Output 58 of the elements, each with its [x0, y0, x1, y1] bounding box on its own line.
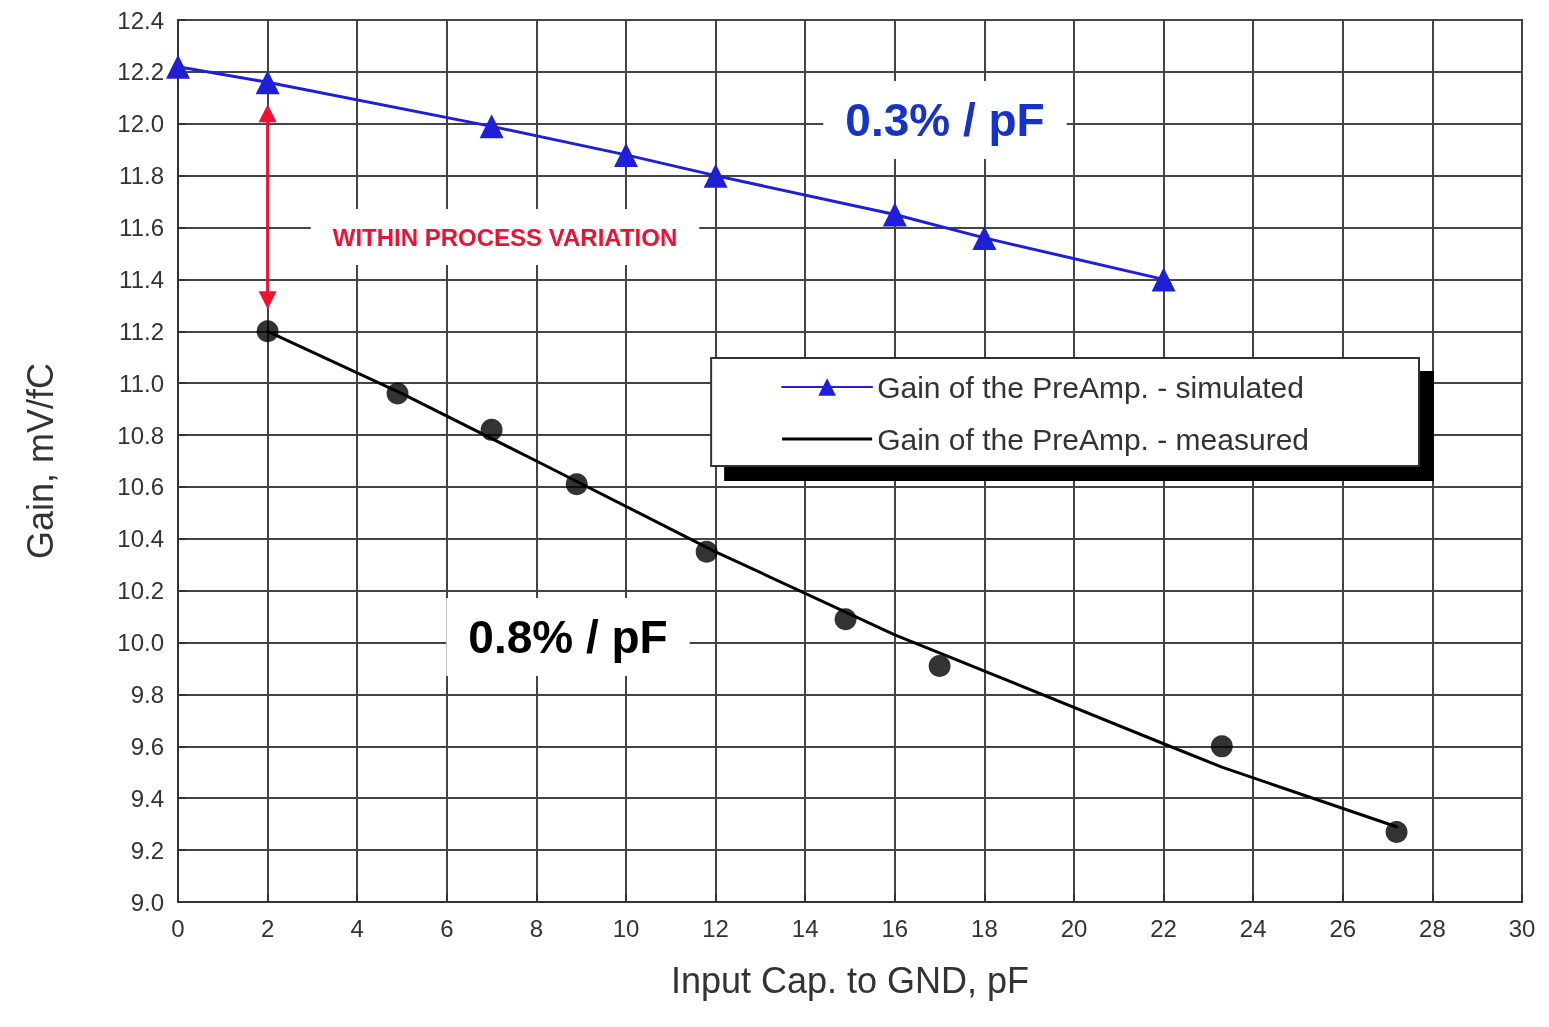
x-tick-label: 2 — [260, 914, 275, 942]
point — [166, 54, 190, 79]
y-tick-label: 12.4 — [117, 6, 164, 34]
annotation: 0.3% / pF — [845, 94, 1045, 146]
point — [479, 114, 504, 139]
y-tick-label: 10.8 — [117, 421, 164, 449]
x-tick-label: 30 — [1508, 914, 1536, 942]
y-tick-label: 9.6 — [130, 732, 164, 760]
point — [255, 70, 280, 95]
y-axis-title: Gain, mV/fC — [19, 362, 61, 560]
y-tick-label: 9.0 — [130, 888, 164, 916]
x-tick-label: 0 — [171, 914, 185, 942]
point — [386, 382, 409, 405]
y-tick-label: 10.4 — [117, 525, 164, 553]
point — [256, 320, 279, 343]
y-tick-label: 9.4 — [130, 784, 164, 812]
annotation: 0.8% / pF — [468, 611, 668, 663]
x-tick-label: 12 — [702, 914, 729, 942]
y-tick-label: 11.6 — [119, 214, 164, 242]
point — [972, 225, 997, 250]
y-tick-label: 10.0 — [117, 629, 164, 657]
point — [703, 163, 728, 188]
x-axis-title: Input Cap. to GND, pF — [670, 959, 1030, 1001]
point — [695, 540, 718, 563]
point — [1385, 820, 1408, 843]
point — [480, 418, 503, 441]
x-tick-label: 24 — [1239, 914, 1267, 942]
point — [614, 142, 638, 167]
x-tick-label: 22 — [1150, 914, 1177, 942]
point — [834, 608, 857, 631]
x-tick-label: 8 — [529, 914, 544, 942]
x-tick-label: 28 — [1419, 914, 1446, 942]
annotation: WITHIN PROCESS VARIATION — [332, 223, 678, 251]
legend-label: Gain of the PreAmp. - simulated — [877, 370, 1304, 404]
y-tick-label: 11.0 — [119, 369, 164, 397]
y-tick-label: 11.4 — [119, 265, 164, 293]
x-tick-label: 6 — [440, 914, 454, 942]
point — [928, 654, 951, 677]
y-tick-label: 10.2 — [117, 577, 164, 605]
x-tick-label: 18 — [971, 914, 998, 942]
point — [882, 202, 907, 227]
x-tick-label: 26 — [1329, 914, 1357, 942]
y-tick-label: 11.2 — [119, 317, 164, 345]
y-tick-label: 9.2 — [130, 836, 164, 864]
point — [1210, 735, 1233, 758]
x-tick-label: 14 — [791, 914, 819, 942]
x-tick-label: 16 — [881, 914, 909, 942]
y-tick-label: 12.0 — [117, 110, 164, 138]
y-tick-label: 12.2 — [117, 58, 164, 86]
x-tick-label: 10 — [612, 914, 640, 942]
x-tick-label: 4 — [350, 914, 364, 942]
x-tick-label: 20 — [1060, 914, 1088, 942]
y-tick-label: 10.6 — [117, 473, 164, 501]
y-tick-label: 9.8 — [130, 680, 164, 708]
point — [1151, 267, 1176, 292]
point — [565, 473, 588, 496]
y-tick-label: 11.8 — [119, 162, 164, 190]
legend-label: Gain of the PreAmp. - measured — [877, 422, 1310, 456]
